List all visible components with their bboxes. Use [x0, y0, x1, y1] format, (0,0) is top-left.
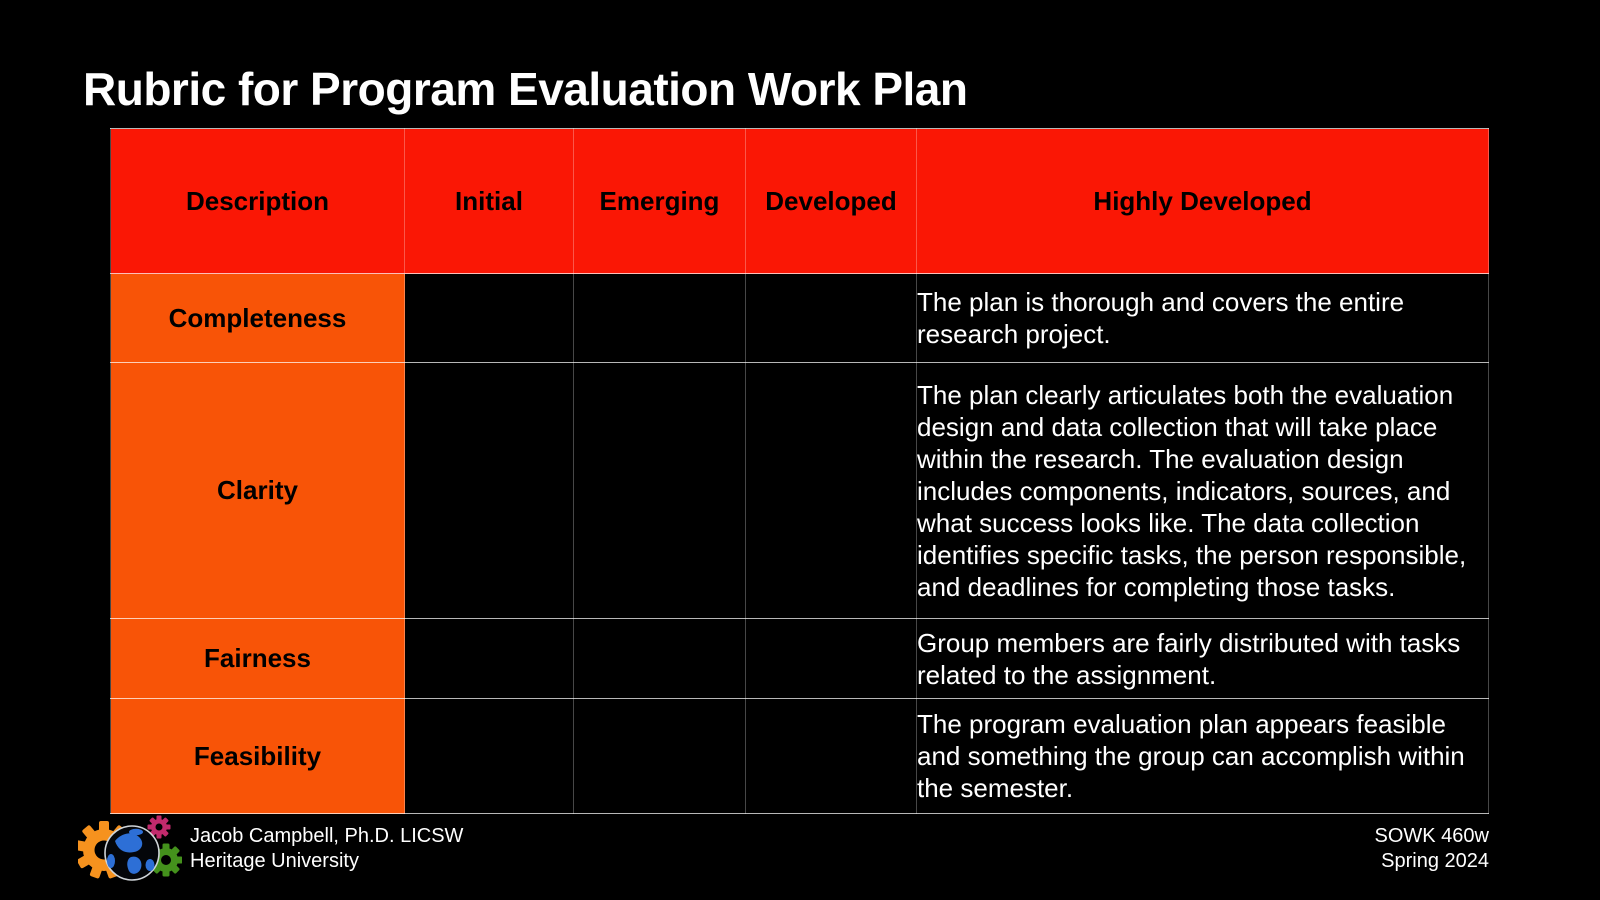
row-label-clarity: Clarity	[110, 362, 405, 619]
cell-clarity-developed	[745, 362, 917, 619]
cell-completeness-developed	[745, 273, 917, 363]
footer-course: SOWK 460w	[1374, 825, 1489, 847]
table-row: Feasibility The program evaluation plan …	[110, 698, 1489, 814]
col-header-initial: Initial	[404, 128, 574, 274]
footer-institution: Heritage University	[190, 849, 359, 872]
cell-fairness-developed	[745, 618, 917, 699]
row-label-feasibility: Feasibility	[110, 698, 405, 814]
row-label-fairness: Fairness	[110, 618, 405, 699]
cell-completeness-initial	[404, 273, 574, 363]
row-label-completeness: Completeness	[110, 273, 405, 363]
col-header-developed: Developed	[745, 128, 917, 274]
heritage-university-logo-icon	[78, 815, 182, 881]
slide-title: Rubric for Program Evaluation Work Plan	[83, 63, 968, 115]
gear-magenta-icon	[147, 815, 171, 839]
footer-credit: Jacob Campbell, Ph.D. LICSW Heritage Uni…	[190, 824, 463, 873]
rubric-table: Description Initial Emerging Developed H…	[110, 128, 1489, 814]
cell-fairness-highly-developed: Group members are fairly distributed wit…	[916, 618, 1489, 699]
col-header-description: Description	[110, 128, 405, 274]
cell-clarity-emerging	[573, 362, 746, 619]
footer-course-block: SOWK 460w Spring 2024	[1375, 824, 1489, 874]
cell-fairness-initial	[404, 618, 574, 699]
table-row: Fairness Group members are fairly distri…	[110, 618, 1489, 699]
cell-clarity-initial	[404, 362, 574, 619]
cell-feasibility-highly-developed: The program evaluation plan appears feas…	[916, 698, 1489, 814]
table-header-row: Description Initial Emerging Developed H…	[110, 128, 1489, 274]
footer-author: Jacob Campbell, Ph.D. LICSW	[190, 825, 464, 847]
globe-icon	[104, 825, 160, 881]
cell-clarity-highly-developed: The plan clearly articulates both the ev…	[916, 362, 1489, 619]
cell-completeness-highly-developed: The plan is thorough and covers the enti…	[916, 273, 1489, 363]
col-header-emerging: Emerging	[573, 128, 746, 274]
cell-feasibility-developed	[745, 698, 917, 814]
cell-completeness-emerging	[573, 273, 746, 363]
table-row: Completeness The plan is thorough and co…	[110, 273, 1489, 363]
col-header-highly-developed: Highly Developed	[916, 128, 1489, 274]
table-row: Clarity The plan clearly articulates bot…	[110, 362, 1489, 619]
cell-feasibility-initial	[404, 698, 574, 814]
cell-fairness-emerging	[573, 618, 746, 699]
footer-term: Spring 2024	[1381, 850, 1489, 872]
cell-feasibility-emerging	[573, 698, 746, 814]
